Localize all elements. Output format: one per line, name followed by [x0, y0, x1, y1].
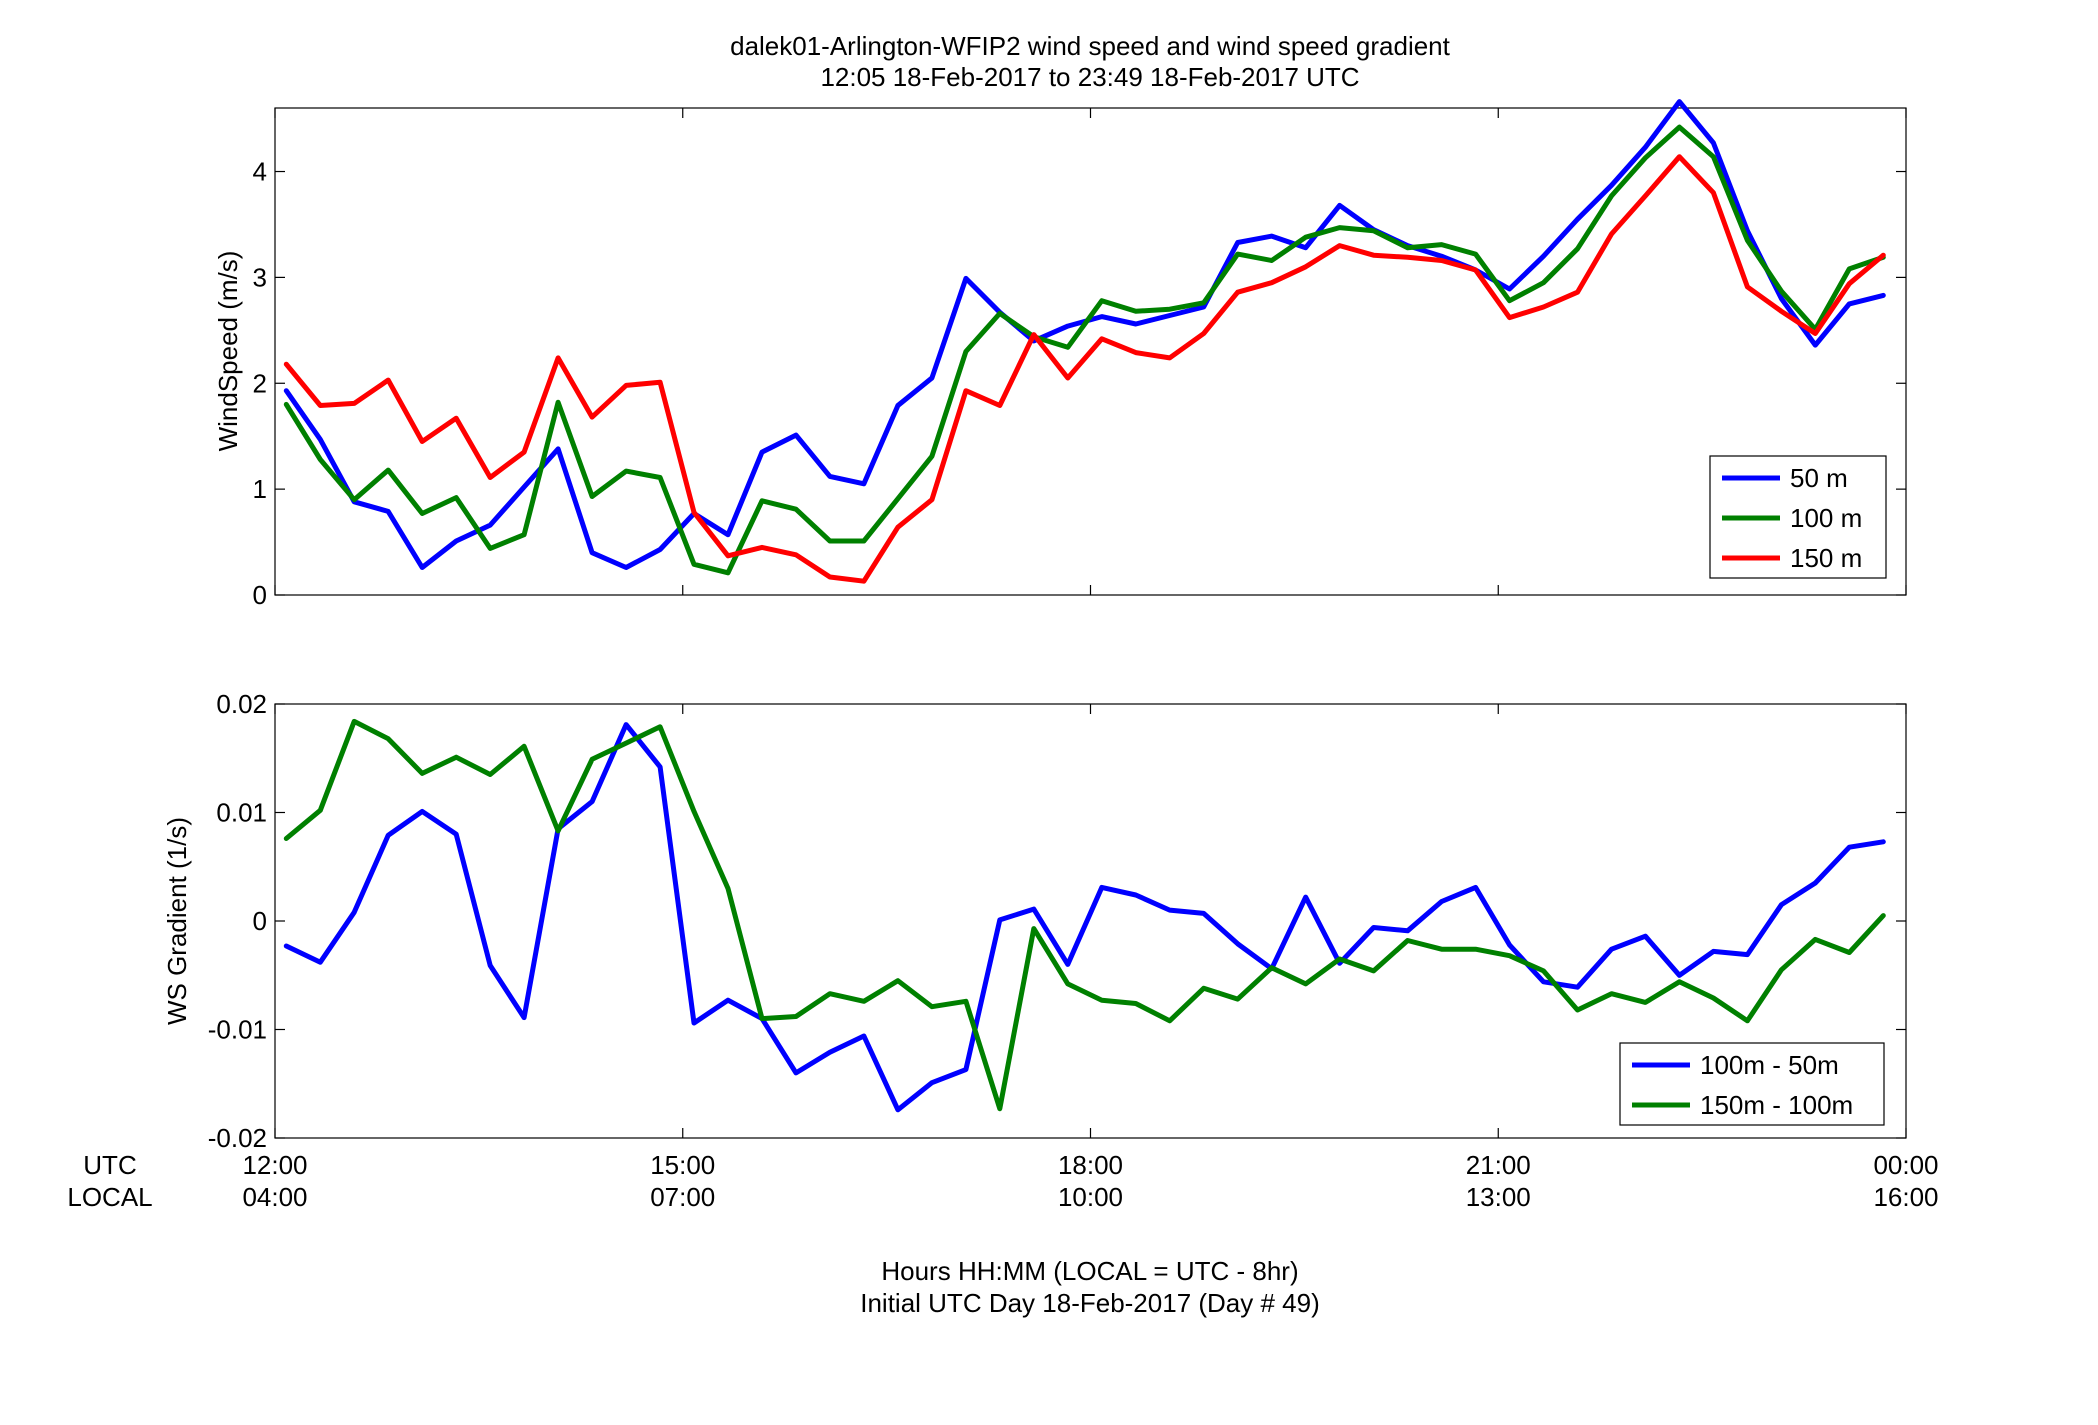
- y-tick-label: 0.01: [216, 798, 267, 828]
- x-tick-label-utc: 18:00: [1058, 1150, 1123, 1180]
- series-line-150m-100m: [283, 718, 1886, 1112]
- gradient-ylabel: WS Gradient (1/s): [162, 817, 192, 1025]
- x-axis-label-line1: Hours HH:MM (LOCAL = UTC - 8hr): [881, 1256, 1298, 1286]
- legend-label: 150 m: [1790, 543, 1862, 573]
- gradient-legend: 100m - 50m 150m - 100m: [1619, 1042, 1885, 1126]
- gradient-series-group: [283, 718, 1886, 1113]
- y-tick-label: 3: [253, 262, 267, 292]
- legend-label: 100m - 50m: [1700, 1050, 1839, 1080]
- x-tick-label-utc: 12:00: [242, 1150, 307, 1180]
- x-tick-label-local: 10:00: [1058, 1182, 1123, 1212]
- windspeed-ylabel: WindSpeed (m/s): [213, 251, 243, 452]
- legend-label: 150m - 100m: [1700, 1090, 1853, 1120]
- legend-box: [1619, 1042, 1885, 1126]
- local-row-label: LOCAL: [67, 1182, 152, 1212]
- figure-title-line1: dalek01-Arlington-WFIP2 wind speed and w…: [730, 31, 1451, 61]
- x-tick-label-utc: 00:00: [1873, 1150, 1938, 1180]
- x-axis-label-line2: Initial UTC Day 18-Feb-2017 (Day # 49): [860, 1288, 1320, 1318]
- legend-label: 100 m: [1790, 503, 1862, 533]
- y-tick-label: -0.02: [208, 1123, 267, 1153]
- y-tick-label: 0: [253, 906, 267, 936]
- x-tick-label-utc: 21:00: [1466, 1150, 1531, 1180]
- x-tick-label-local: 04:00: [242, 1182, 307, 1212]
- gradient-ticks: -0.02 -0.01 0 0.01 0.02: [208, 689, 1907, 1153]
- x-tick-label-local: 13:00: [1466, 1182, 1531, 1212]
- y-tick-label: 0.02: [216, 689, 267, 719]
- x-tick-label-local: 07:00: [650, 1182, 715, 1212]
- series-line-100m-50m: [283, 722, 1886, 1113]
- gradient-panel: -0.02 -0.01 0 0.01 0.02 WS Gradient (1/s) 10…: [162, 689, 1907, 1153]
- y-tick-label: 2: [253, 368, 267, 398]
- series-line-100-m: [283, 124, 1886, 576]
- x-tick-label-utc: 15:00: [650, 1150, 715, 1180]
- x-tick-label-local: 16:00: [1873, 1182, 1938, 1212]
- y-tick-label: 1: [253, 474, 267, 504]
- windspeed-series-group: [283, 99, 1886, 584]
- windspeed-panel: 0 1 2 3 4 WindSpeed (m/s) 50 m 100 m 150 m: [213, 99, 1907, 610]
- figure-title-line2: 12:05 18-Feb-2017 to 23:49 18-Feb-2017 U…: [820, 62, 1359, 92]
- series-line-150-m: [283, 154, 1886, 584]
- legend-label: 50 m: [1790, 463, 1848, 493]
- y-tick-label: 0: [253, 580, 267, 610]
- y-tick-label: 4: [253, 157, 267, 187]
- windspeed-ticks: 0 1 2 3 4: [253, 108, 1907, 610]
- y-tick-label: -0.01: [208, 1015, 267, 1045]
- utc-row-label: UTC: [83, 1150, 136, 1180]
- windspeed-legend: 50 m 100 m 150 m: [1709, 455, 1887, 579]
